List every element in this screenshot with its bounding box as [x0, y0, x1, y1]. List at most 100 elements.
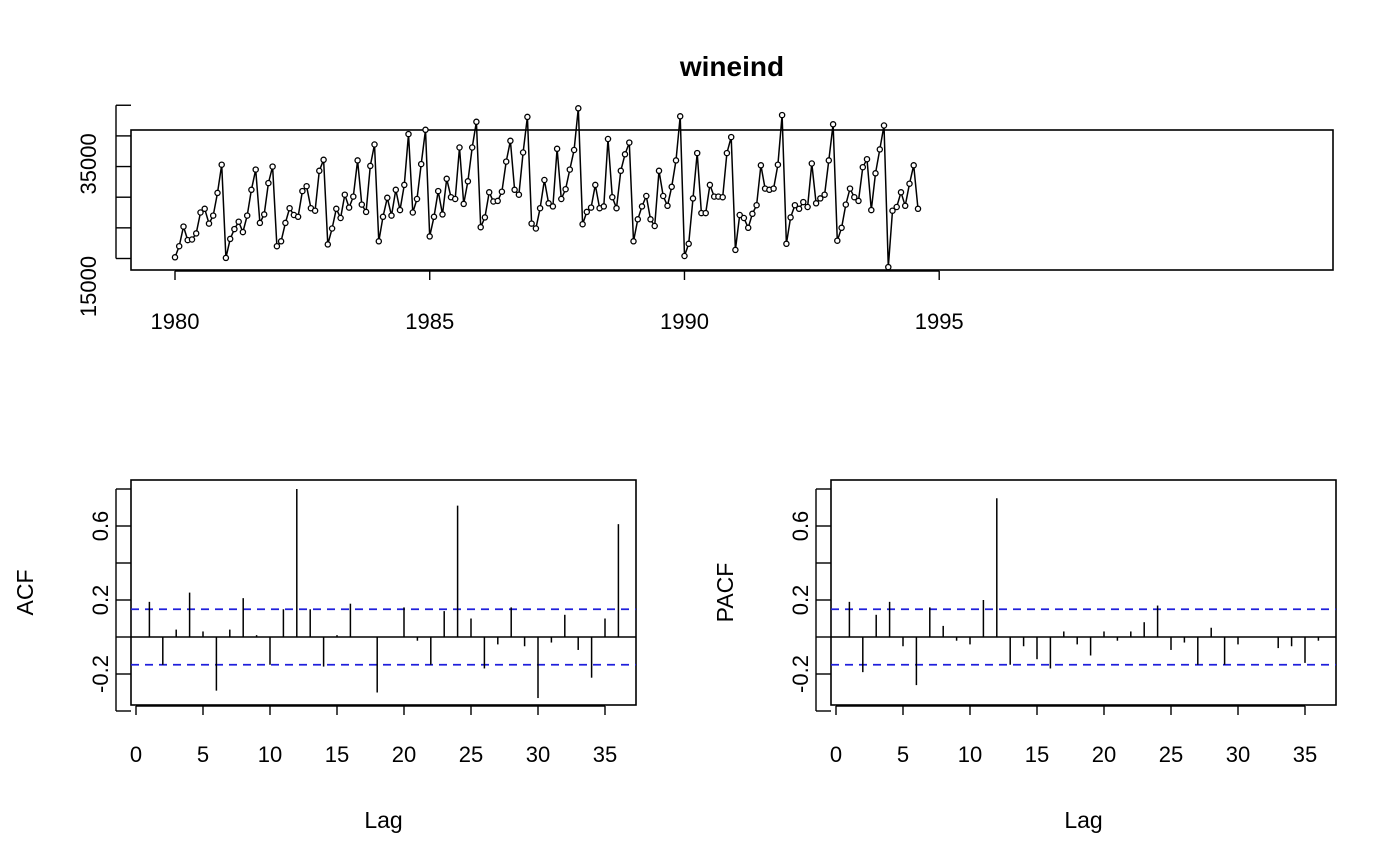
- data-point: [566, 166, 574, 173]
- data-point: [651, 222, 658, 230]
- x-tick-label: 5: [197, 742, 209, 767]
- data-point: [613, 204, 620, 212]
- x-tick-label: 1985: [405, 309, 454, 334]
- data-point: [328, 225, 336, 232]
- data-point: [770, 185, 777, 192]
- y-tick-label: 35000: [76, 133, 101, 194]
- data-point: [222, 254, 230, 262]
- data-point: [757, 162, 765, 169]
- data-point: [401, 181, 408, 189]
- x-tick-label: 1995: [915, 309, 964, 334]
- data-point: [846, 185, 854, 192]
- data-point: [914, 205, 922, 213]
- plot-frame: [130, 479, 637, 706]
- data-point: [681, 252, 688, 260]
- data-point: [863, 155, 871, 163]
- data-point: [583, 208, 591, 216]
- y-tick-label: 0.6: [88, 511, 113, 542]
- data-point: [456, 144, 463, 151]
- data-point: [337, 214, 344, 222]
- data-point: [553, 145, 561, 153]
- y-tick-label: -0.2: [88, 655, 113, 693]
- x-tick-label: 35: [1293, 742, 1317, 767]
- data-point: [906, 180, 913, 187]
- data-point: [668, 183, 675, 191]
- data-point: [664, 202, 671, 210]
- data-point: [880, 122, 888, 129]
- y-axis: -0.2 0.2 0.6: [88, 488, 131, 712]
- data-point: [434, 187, 442, 195]
- data-point: [570, 146, 578, 154]
- x-tick-label: 25: [1159, 742, 1183, 767]
- y-tick-label: 15000: [76, 256, 101, 317]
- data-point: [248, 186, 255, 194]
- data-point: [579, 220, 586, 228]
- data-point: [214, 189, 221, 197]
- data-point: [626, 139, 633, 146]
- data-point: [893, 203, 900, 211]
- y-axis-label: PACF: [712, 563, 738, 623]
- x-tick-label: 15: [1025, 742, 1049, 767]
- x-tick-label: 0: [130, 742, 142, 767]
- data-point: [825, 157, 833, 164]
- data-point: [426, 233, 433, 240]
- data-point: [795, 205, 803, 213]
- data-point: [808, 160, 816, 167]
- data-point: [851, 193, 858, 201]
- data-point: [451, 195, 459, 203]
- data-point: [171, 254, 179, 261]
- y-axis: -0.2 0.2 0.6: [788, 488, 831, 712]
- data-point: [842, 201, 850, 208]
- data-point: [277, 238, 285, 245]
- data-point: [260, 211, 268, 218]
- data-point: [524, 113, 531, 121]
- data-point: [600, 203, 608, 210]
- x-tick-label: 25: [459, 742, 483, 767]
- data-point: [494, 197, 501, 205]
- data-point: [299, 187, 306, 195]
- data-point: [235, 218, 242, 225]
- x-tick-label: 1990: [660, 309, 709, 334]
- data-point: [859, 163, 867, 171]
- data-point: [838, 224, 845, 232]
- data-point: [282, 219, 289, 227]
- y-tick-label: -0.2: [788, 655, 813, 693]
- data-point: [719, 193, 726, 201]
- data-point: [685, 240, 692, 248]
- data-point: [333, 205, 340, 213]
- data-point: [430, 213, 438, 221]
- x-tick-label: 10: [258, 742, 282, 767]
- data-point: [753, 201, 760, 209]
- x-axis-label: Lag: [1064, 807, 1102, 833]
- data-point: [872, 170, 879, 177]
- data-point: [192, 230, 200, 237]
- data-point: [727, 133, 735, 141]
- data-point: [604, 135, 612, 143]
- data-point: [384, 194, 391, 202]
- x-tick-label: 10: [958, 742, 982, 767]
- x-tick-label: 1980: [151, 309, 200, 334]
- data-point: [638, 203, 646, 210]
- data-point: [889, 207, 896, 214]
- y-axis-label: ACF: [12, 570, 38, 616]
- data-point: [460, 200, 467, 208]
- data-point: [587, 204, 595, 211]
- data-point: [320, 156, 327, 164]
- data-point: [672, 157, 680, 164]
- y-tick-label: 0.2: [788, 585, 813, 616]
- data-point: [876, 146, 884, 153]
- data-point: [783, 240, 790, 248]
- data-point: [787, 214, 794, 221]
- data-point: [218, 161, 225, 168]
- data-point: [575, 105, 582, 112]
- data-point: [345, 204, 353, 211]
- data-point: [723, 149, 731, 157]
- data-point: [239, 228, 247, 236]
- data-point: [868, 206, 875, 214]
- x-tick-label: 20: [392, 742, 416, 767]
- data-point: [655, 167, 663, 175]
- data-point: [706, 181, 714, 189]
- data-point: [617, 167, 625, 175]
- data-point: [367, 162, 374, 170]
